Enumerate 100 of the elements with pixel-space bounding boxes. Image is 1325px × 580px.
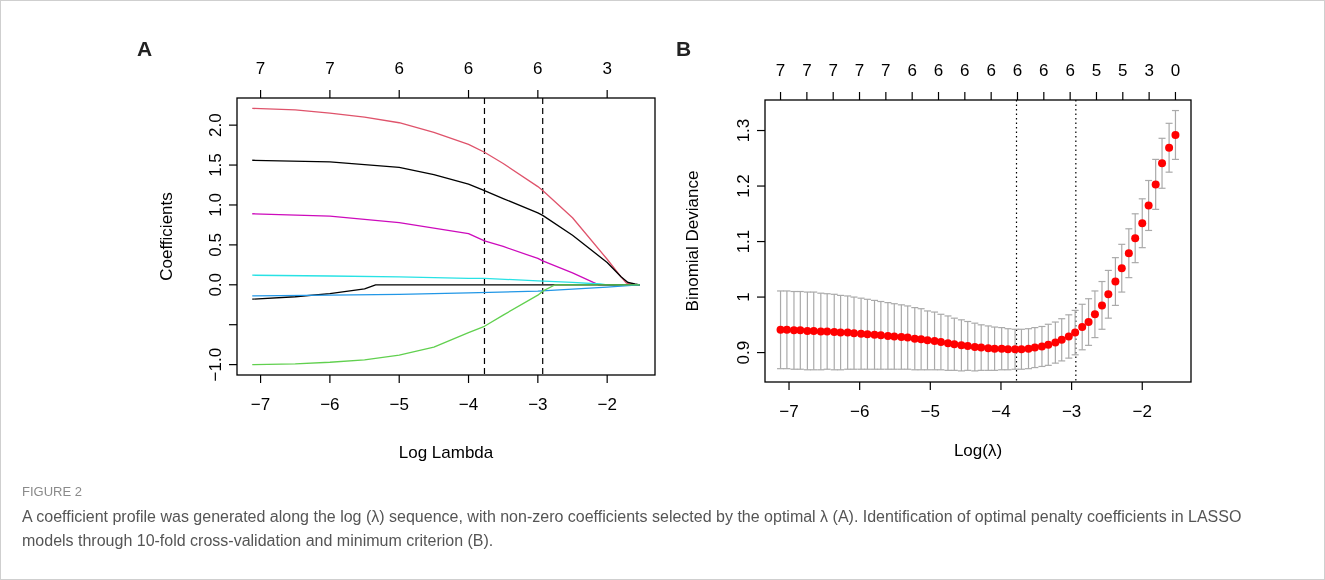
point <box>963 341 972 350</box>
point <box>1004 345 1013 354</box>
text: 7 <box>854 61 865 80</box>
point <box>1158 159 1167 168</box>
point <box>1044 340 1053 349</box>
text: 5 <box>1118 61 1128 80</box>
point <box>836 328 845 337</box>
y-tick-label: 0.0 <box>206 272 225 297</box>
text: 7 <box>325 59 335 78</box>
x-tick-label: −7 <box>779 402 799 421</box>
point <box>863 330 872 339</box>
text: 5 <box>1091 61 1102 80</box>
point <box>1117 264 1126 273</box>
y-tick-label: 0.9 <box>734 340 753 365</box>
x-tick-label: −3 <box>528 395 548 414</box>
point <box>1151 180 1160 189</box>
point <box>1124 249 1133 258</box>
point <box>903 333 912 342</box>
point <box>984 344 993 353</box>
text: 6 <box>907 61 917 80</box>
point <box>1131 234 1140 243</box>
point <box>1064 332 1073 341</box>
point <box>1111 277 1120 286</box>
text: 6 <box>986 61 996 80</box>
x-tick-label: −2 <box>1132 402 1152 421</box>
x-tick-label: −6 <box>849 402 870 421</box>
text: 7 <box>828 61 838 80</box>
text: 0 <box>1170 61 1181 80</box>
chart-title: B <box>676 37 692 60</box>
y-tick-label: 0.5 <box>206 233 225 257</box>
x-tick-label: −5 <box>920 402 941 421</box>
point <box>796 326 805 335</box>
text: 7 <box>881 61 891 80</box>
text: 6 <box>960 61 970 80</box>
text: 3 <box>602 59 612 78</box>
point <box>950 340 959 349</box>
x-tick-label: −6 <box>320 395 340 414</box>
y-axis-title: Binomial Deviance <box>683 170 702 312</box>
point <box>1171 130 1180 139</box>
point <box>990 344 999 353</box>
point <box>977 343 986 352</box>
text: 6 <box>1012 61 1023 80</box>
point <box>1030 343 1039 352</box>
point <box>1097 301 1106 310</box>
caption: FIGURE 2 <box>22 484 83 499</box>
point <box>936 338 945 347</box>
x-tick-label: −2 <box>597 395 617 414</box>
text: 3 <box>1144 61 1154 80</box>
point <box>857 329 866 338</box>
x-tick-label: −7 <box>250 395 271 414</box>
point <box>1011 345 1020 354</box>
text: 7 <box>775 61 786 80</box>
point <box>850 329 859 338</box>
point <box>823 327 832 336</box>
y-tick-label: 1.0 <box>206 193 225 217</box>
point <box>897 333 906 342</box>
text: 6 <box>533 59 543 78</box>
point <box>890 332 899 341</box>
x-tick-label: −5 <box>389 395 409 414</box>
point <box>1051 338 1060 347</box>
point <box>1144 201 1153 210</box>
x-tick-label: −3 <box>1061 402 1082 421</box>
point <box>943 339 952 348</box>
text: 6 <box>463 59 474 78</box>
point <box>1071 328 1080 337</box>
x-tick-label: −4 <box>991 402 1011 421</box>
point <box>803 326 812 335</box>
point <box>830 328 839 337</box>
text: 6 <box>1039 61 1049 80</box>
point <box>1078 323 1087 332</box>
point <box>1084 318 1093 327</box>
point <box>917 335 926 344</box>
point <box>876 331 885 340</box>
chart-title: A <box>137 37 153 60</box>
y-tick-label: 2.0 <box>206 113 225 137</box>
y-tick-label: 1.1 <box>734 229 753 254</box>
y-tick-label: −1.0 <box>206 347 225 382</box>
text: A coefficient profile was generated along the log (λ) sequence, with non-zero coefficients selected by the optimal λ (A). Identification of optimal penalty coefficients in LASSO models through 10-fold cross-validation and minimum criterion (B). <box>22 507 1243 551</box>
point <box>809 326 818 335</box>
point <box>1165 143 1174 152</box>
point <box>1017 345 1026 354</box>
text: 7 <box>802 61 812 80</box>
point <box>1090 310 1099 319</box>
point <box>1138 219 1147 228</box>
y-tick-label: 1.5 <box>206 153 225 177</box>
point <box>782 325 791 334</box>
point <box>1104 290 1113 299</box>
point <box>1057 335 1066 344</box>
text: 6 <box>394 59 404 78</box>
x-axis-title: Log Lambda <box>398 443 494 462</box>
y-axis-title: Coefficients <box>157 192 176 281</box>
y-tick-label: 1.2 <box>734 174 753 198</box>
text: 7 <box>255 59 266 78</box>
x-tick-label: −4 <box>458 395 479 414</box>
text: 6 <box>933 61 944 80</box>
y-tick-label: 1 <box>734 292 753 302</box>
point <box>923 336 932 345</box>
y-tick-label: 1.3 <box>734 118 753 143</box>
text: 6 <box>1065 61 1075 80</box>
x-axis-title: Log(λ) <box>953 441 1003 460</box>
